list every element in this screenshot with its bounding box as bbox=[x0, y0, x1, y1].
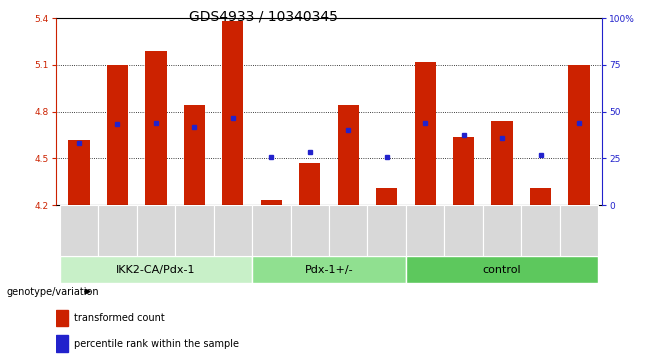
Bar bbox=[492, 121, 513, 205]
Bar bbox=[560, 205, 598, 256]
Bar bbox=[252, 205, 291, 256]
Bar bbox=[415, 62, 436, 205]
Text: GDS4933 / 10340345: GDS4933 / 10340345 bbox=[189, 9, 338, 23]
Bar bbox=[252, 256, 406, 283]
Bar bbox=[483, 205, 521, 256]
Bar bbox=[56, 310, 68, 326]
Bar bbox=[68, 140, 89, 205]
Bar bbox=[338, 105, 359, 205]
Bar bbox=[60, 205, 98, 256]
Bar bbox=[214, 205, 252, 256]
Bar bbox=[406, 256, 598, 283]
Bar bbox=[521, 205, 560, 256]
Bar bbox=[60, 256, 252, 283]
Bar bbox=[329, 205, 367, 256]
Bar bbox=[299, 163, 320, 205]
Bar bbox=[175, 205, 214, 256]
Text: transformed count: transformed count bbox=[74, 313, 164, 323]
Bar bbox=[376, 188, 397, 205]
Bar bbox=[137, 205, 175, 256]
Text: genotype/variation: genotype/variation bbox=[7, 287, 99, 297]
Bar bbox=[444, 205, 483, 256]
Bar bbox=[184, 105, 205, 205]
Text: Pdx-1+/-: Pdx-1+/- bbox=[305, 265, 353, 274]
Bar bbox=[222, 21, 243, 205]
Bar bbox=[56, 335, 68, 352]
Bar bbox=[145, 51, 166, 205]
Bar bbox=[453, 136, 474, 205]
Text: percentile rank within the sample: percentile rank within the sample bbox=[74, 339, 239, 348]
Bar bbox=[406, 205, 444, 256]
Bar bbox=[530, 188, 551, 205]
Bar bbox=[569, 65, 590, 205]
Bar bbox=[291, 205, 329, 256]
Bar bbox=[107, 65, 128, 205]
Text: IKK2-CA/Pdx-1: IKK2-CA/Pdx-1 bbox=[116, 265, 195, 274]
Bar bbox=[261, 200, 282, 205]
Bar bbox=[367, 205, 406, 256]
Bar bbox=[98, 205, 137, 256]
Text: control: control bbox=[483, 265, 521, 274]
